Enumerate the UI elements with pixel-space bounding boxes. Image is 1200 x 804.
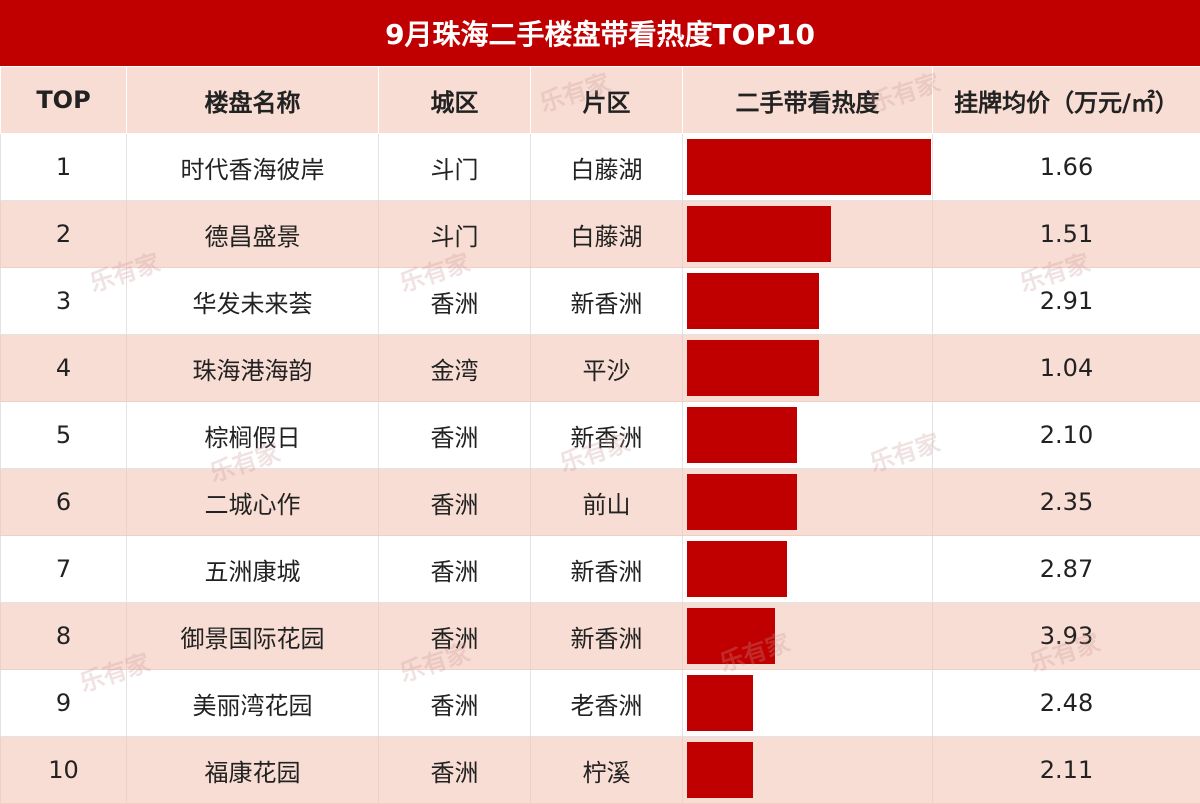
area-cell: 白藤湖 — [531, 201, 683, 268]
heat-bar — [687, 206, 831, 262]
header-name: 楼盘名称 — [127, 67, 379, 134]
heat-bar — [687, 541, 787, 597]
heat-bar — [687, 675, 753, 731]
price-cell: 2.11 — [933, 737, 1200, 804]
area-cell: 白藤湖 — [531, 134, 683, 201]
heat-cell — [683, 469, 933, 536]
price-cell: 2.35 — [933, 469, 1200, 536]
heat-bar — [687, 474, 797, 530]
header-area: 片区 — [531, 67, 683, 134]
heat-bar — [687, 139, 931, 195]
heat-bar — [687, 608, 775, 664]
price-cell: 2.87 — [933, 536, 1200, 603]
area-cell: 新香洲 — [531, 402, 683, 469]
heat-cell — [683, 335, 933, 402]
name-cell: 棕榈假日 — [127, 402, 379, 469]
heat-bar — [687, 407, 797, 463]
area-cell: 柠溪 — [531, 737, 683, 804]
name-cell: 福康花园 — [127, 737, 379, 804]
heat-cell — [683, 268, 933, 335]
district-cell: 香洲 — [379, 737, 531, 804]
heat-cell — [683, 536, 933, 603]
heat-bar — [687, 742, 753, 798]
area-cell: 平沙 — [531, 335, 683, 402]
heat-cell — [683, 670, 933, 737]
heat-cell — [683, 201, 933, 268]
price-cell: 2.48 — [933, 670, 1200, 737]
rank-cell: 9 — [1, 670, 127, 737]
district-cell: 香洲 — [379, 536, 531, 603]
rank-cell: 8 — [1, 603, 127, 670]
district-cell: 香洲 — [379, 469, 531, 536]
heat-cell — [683, 737, 933, 804]
name-cell: 珠海港海韵 — [127, 335, 379, 402]
price-cell: 1.04 — [933, 335, 1200, 402]
area-cell: 老香洲 — [531, 670, 683, 737]
rank-cell: 10 — [1, 737, 127, 804]
heat-bar — [687, 340, 819, 396]
district-cell: 香洲 — [379, 603, 531, 670]
rank-cell: 3 — [1, 268, 127, 335]
header-rank: TOP — [1, 67, 127, 134]
heat-cell — [683, 402, 933, 469]
header-heat: 二手带看热度 — [683, 67, 933, 134]
area-cell: 新香洲 — [531, 536, 683, 603]
area-cell: 前山 — [531, 469, 683, 536]
header-price: 挂牌均价（万元/㎡） — [933, 67, 1200, 134]
name-cell: 五洲康城 — [127, 536, 379, 603]
district-cell: 斗门 — [379, 201, 531, 268]
rank-cell: 7 — [1, 536, 127, 603]
price-cell: 2.10 — [933, 402, 1200, 469]
district-cell: 斗门 — [379, 134, 531, 201]
rank-cell: 4 — [1, 335, 127, 402]
heat-cell — [683, 134, 933, 201]
name-cell: 二城心作 — [127, 469, 379, 536]
name-cell: 御景国际花园 — [127, 603, 379, 670]
area-cell: 新香洲 — [531, 603, 683, 670]
heat-cell — [683, 603, 933, 670]
price-cell: 2.91 — [933, 268, 1200, 335]
rank-cell: 6 — [1, 469, 127, 536]
name-cell: 德昌盛景 — [127, 201, 379, 268]
area-cell: 新香洲 — [531, 268, 683, 335]
header-district: 城区 — [379, 67, 531, 134]
name-cell: 华发未来荟 — [127, 268, 379, 335]
price-cell: 1.51 — [933, 201, 1200, 268]
price-cell: 3.93 — [933, 603, 1200, 670]
rank-cell: 1 — [1, 134, 127, 201]
name-cell: 时代香海彼岸 — [127, 134, 379, 201]
district-cell: 香洲 — [379, 670, 531, 737]
rank-cell: 2 — [1, 201, 127, 268]
header-row: TOP 楼盘名称 城区 片区 二手带看热度 挂牌均价（万元/㎡） — [1, 67, 1200, 134]
rank-cell: 5 — [1, 402, 127, 469]
price-cell: 1.66 — [933, 134, 1200, 201]
page-title: 9月珠海二手楼盘带看热度TOP10 — [0, 0, 1200, 66]
heat-bar — [687, 273, 819, 329]
district-cell: 香洲 — [379, 268, 531, 335]
name-cell: 美丽湾花园 — [127, 670, 379, 737]
district-cell: 金湾 — [379, 335, 531, 402]
district-cell: 香洲 — [379, 402, 531, 469]
